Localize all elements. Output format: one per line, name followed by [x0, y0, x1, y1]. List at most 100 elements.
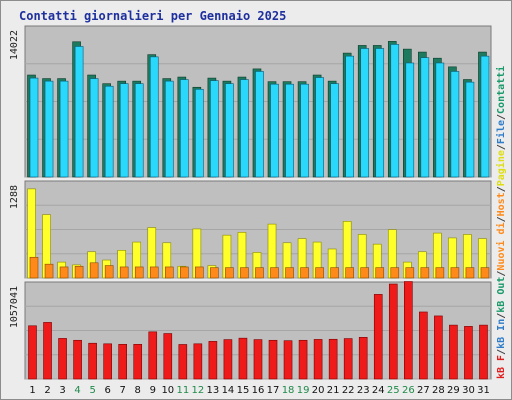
bar-hosts: [330, 267, 339, 279]
x-tick-label: 30: [462, 385, 475, 396]
x-tick-label: 25: [387, 385, 400, 396]
bar-hosts: [390, 267, 400, 279]
x-tick-label: 21: [327, 385, 340, 396]
y-tick-label: 14022: [9, 30, 20, 60]
bar-hosts: [59, 266, 69, 279]
bar-visits: [59, 80, 69, 178]
bar-visits: [315, 77, 324, 178]
bar-visits: [480, 55, 490, 178]
x-tick-label: 8: [135, 385, 141, 396]
bar-visits: [149, 56, 159, 178]
bar-hosts: [44, 263, 54, 279]
bar-hosts: [435, 267, 445, 279]
bar-hosts: [270, 267, 279, 279]
bar-kb: [118, 344, 127, 380]
bar-kb: [388, 283, 398, 380]
bar-kb: [88, 342, 97, 380]
bar-visits: [300, 83, 309, 178]
bar-hosts: [420, 267, 430, 279]
bar-hosts: [74, 265, 84, 279]
bar-kb: [73, 339, 82, 380]
bar-hosts: [29, 256, 39, 279]
y-tick-label: 1057041: [9, 286, 20, 328]
bar-visits: [360, 48, 370, 178]
legend-item: /: [496, 271, 507, 277]
bar-visits: [285, 83, 294, 178]
bar-hosts: [89, 262, 99, 279]
bar-visits: [270, 83, 279, 178]
bar-kb: [193, 343, 203, 380]
bar-visits: [465, 81, 475, 178]
legend-item: /: [496, 313, 507, 319]
bar-hosts: [164, 266, 174, 279]
bar-hosts: [375, 267, 385, 279]
bar-hosts: [360, 267, 370, 279]
bar-kb: [133, 344, 143, 380]
bar-kb: [283, 340, 293, 380]
bar-visits: [210, 80, 219, 178]
x-tick-label: 11: [176, 385, 189, 396]
bar-kb: [43, 322, 52, 380]
bar-visits: [375, 48, 385, 178]
bar-kb: [464, 326, 473, 380]
x-tick-label: 13: [207, 385, 220, 396]
bar-kb: [479, 324, 488, 380]
bar-visits: [195, 88, 204, 178]
legend-item: Host: [496, 192, 507, 216]
legend-item: /: [496, 349, 507, 355]
bar-kb: [434, 315, 443, 380]
x-tick-label: 3: [59, 385, 65, 396]
x-tick-label: 7: [120, 385, 126, 396]
y-tick-label: 1288: [9, 185, 20, 209]
bar-hosts: [405, 267, 415, 279]
bar-hosts: [104, 265, 114, 279]
bar-visits: [390, 44, 400, 178]
bar-hosts: [134, 266, 144, 279]
bar-kb: [298, 339, 308, 380]
bar-hosts: [240, 267, 249, 279]
legend-item: Pagine: [495, 150, 507, 186]
x-tick-label: 5: [89, 385, 95, 396]
legend-item: /: [496, 216, 507, 222]
bar-visits: [74, 46, 84, 178]
bar-hosts: [119, 266, 129, 279]
bar-visits: [330, 83, 339, 178]
bar-kb: [58, 338, 67, 380]
bar-visits: [119, 83, 129, 178]
legend-item: kB In: [496, 319, 507, 349]
legend-item: Contatti: [495, 66, 507, 114]
x-tick-label: 29: [447, 385, 460, 396]
bar-visits: [435, 62, 445, 178]
bar-hosts: [195, 266, 204, 279]
x-tick-label: 31: [477, 385, 490, 396]
x-tick-label: 1: [29, 385, 35, 396]
bar-hosts: [149, 266, 159, 279]
bar-kb: [313, 339, 323, 380]
bar-visits: [240, 79, 249, 178]
bar-visits: [420, 57, 430, 178]
x-tick-label: 17: [267, 385, 280, 396]
bar-hosts: [225, 267, 234, 279]
x-tick-label: 12: [192, 385, 205, 396]
bar-hosts: [300, 267, 309, 279]
legend-item: /: [496, 186, 507, 192]
bar-visits: [450, 71, 460, 178]
bar-hosts: [285, 267, 294, 279]
bar-kb: [103, 343, 112, 380]
bar-kb: [373, 294, 383, 380]
bar-visits: [180, 79, 189, 178]
x-tick-label: 26: [402, 385, 415, 396]
x-tick-label: 2: [44, 385, 50, 396]
bar-visits: [134, 83, 144, 178]
legend-item: Nuovi di: [495, 222, 507, 270]
bar-visits: [255, 71, 264, 178]
legend-item: kB Out: [496, 277, 507, 313]
bar-hosts: [255, 267, 264, 279]
x-tick-label: 22: [342, 385, 355, 396]
bar-visits: [44, 80, 54, 178]
bar-kb: [343, 338, 353, 380]
legend-item: /: [496, 114, 507, 120]
bar-kb: [419, 311, 428, 380]
